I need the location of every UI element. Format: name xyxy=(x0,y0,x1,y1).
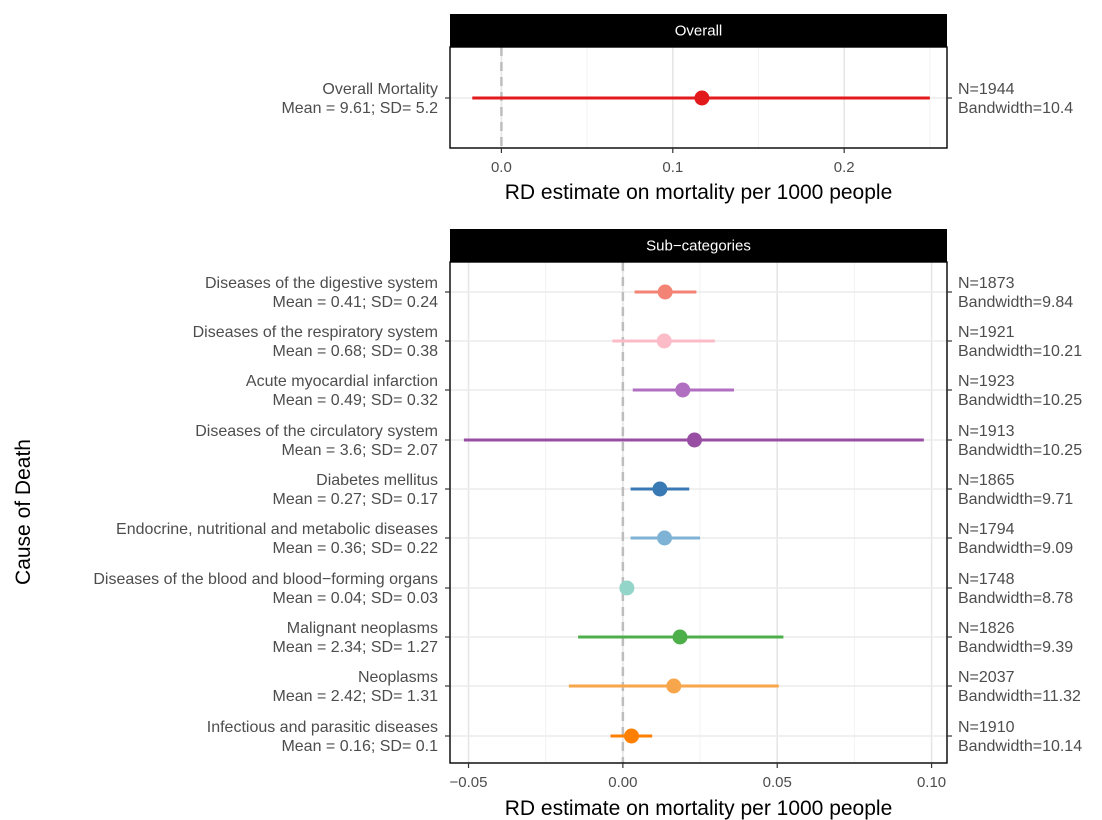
estimate-point xyxy=(675,382,691,398)
estimate-point xyxy=(624,728,640,744)
y-axis-title: Cause of Death xyxy=(12,439,35,585)
row-mean-sd: Mean = 3.6; SD= 2.07 xyxy=(281,442,438,459)
row-n: N=1865 xyxy=(958,472,1015,489)
estimate-point xyxy=(694,90,710,106)
row-mean-sd: Mean = 9.61; SD= 5.2 xyxy=(281,100,438,117)
x-tick-label: 0.10 xyxy=(917,774,946,791)
overall-panel: Overall Overall Mortality Mean = 9.61; SD… xyxy=(281,14,1073,204)
row-mean-sd: Mean = 0.41; SD= 0.24 xyxy=(273,294,439,311)
row-mean-sd: Mean = 0.49; SD= 0.32 xyxy=(273,392,439,409)
subcategories-row-stats: N=1873 Bandwidth=9.84 N=1921 Bandwidth=10.2… xyxy=(947,275,1082,755)
row-mean-sd: Mean = 0.27; SD= 0.17 xyxy=(273,491,439,508)
row-n: N=1910 xyxy=(958,719,1015,736)
row-n: N=1913 xyxy=(958,423,1015,440)
estimate-point xyxy=(666,678,682,694)
row-label: Endocrine, nutritional and metabolic dis… xyxy=(116,521,438,538)
subcategories-x-axis-title: RD estimate on mortality per 1000 people xyxy=(505,797,893,820)
subcategories-strip xyxy=(450,229,947,262)
row-n: N=1923 xyxy=(958,373,1015,390)
row-label: Malignant neoplasms xyxy=(287,620,438,637)
row-label: Diseases of the circulatory system xyxy=(195,423,438,440)
row-label: Overall Mortality xyxy=(322,81,438,98)
x-tick-label: 0.2 xyxy=(834,159,855,176)
estimate-point xyxy=(672,629,688,645)
x-tick-label: −0.05 xyxy=(450,774,488,791)
row-bandwidth: Bandwidth=9.84 xyxy=(958,294,1073,311)
row-label: Diseases of the blood and blood−forming … xyxy=(93,571,438,588)
subcategories-x-ticks: −0.05 0.00 0.05 0.10 xyxy=(450,763,946,791)
subcategories-row-labels: Diseases of the digestive system Mean = 0… xyxy=(93,275,450,755)
overall-row-labels: Overall Mortality Mean = 9.61; SD= 5.2 xyxy=(281,81,450,117)
overall-points xyxy=(694,90,710,106)
row-bandwidth: Bandwidth=10.25 xyxy=(958,442,1082,459)
row-n: N=1873 xyxy=(958,275,1015,292)
subcategories-plot-area xyxy=(450,262,947,763)
row-mean-sd: Mean = 0.68; SD= 0.38 xyxy=(273,343,439,360)
x-tick-label: 0.1 xyxy=(662,159,683,176)
row-label: Diseases of the respiratory system xyxy=(193,324,438,341)
estimate-point xyxy=(686,432,702,448)
overall-strip-label: Overall xyxy=(675,23,723,40)
overall-x-axis-title: RD estimate on mortality per 1000 people xyxy=(505,181,893,204)
estimate-point xyxy=(619,580,635,596)
row-label: Diseases of the digestive system xyxy=(205,275,438,292)
row-label: Neoplasms xyxy=(358,669,438,686)
row-bandwidth: Bandwidth=10.21 xyxy=(958,343,1082,360)
row-mean-sd: Mean = 2.42; SD= 1.31 xyxy=(273,688,439,705)
row-n: N=1794 xyxy=(958,521,1015,538)
x-tick-label: 0.0 xyxy=(491,159,512,176)
row-label: Acute myocardial infarction xyxy=(246,373,438,390)
row-n: N=1826 xyxy=(958,620,1015,637)
row-bandwidth: Bandwidth=9.39 xyxy=(958,639,1073,656)
subcategories-plot-border xyxy=(449,261,948,764)
row-bandwidth: Bandwidth=10.4 xyxy=(958,100,1073,117)
row-bandwidth: Bandwidth=10.25 xyxy=(958,392,1082,409)
row-bandwidth: Bandwidth=11.32 xyxy=(958,688,1081,705)
row-n: N=2037 xyxy=(958,669,1015,686)
estimate-point xyxy=(657,530,673,546)
subcategories-panel: Sub−categories Diseases of the digestive… xyxy=(12,229,1082,820)
estimate-point xyxy=(657,284,673,300)
subcategories-strip-label: Sub−categories xyxy=(646,238,751,255)
overall-row-stats: N=1944 Bandwidth=10.4 xyxy=(947,81,1073,117)
row-mean-sd: Mean = 0.04; SD= 0.03 xyxy=(273,590,439,607)
subcategories-points xyxy=(619,284,702,744)
overall-strip xyxy=(450,14,947,47)
row-bandwidth: Bandwidth=10.14 xyxy=(958,738,1082,755)
row-n: N=1748 xyxy=(958,571,1015,588)
row-mean-sd: Mean = 0.36; SD= 0.22 xyxy=(273,540,439,557)
row-n: N=1921 xyxy=(958,324,1015,341)
row-bandwidth: Bandwidth=8.78 xyxy=(958,590,1073,607)
row-label: Infectious and parasitic diseases xyxy=(207,719,438,736)
estimate-point xyxy=(656,333,672,349)
x-tick-label: 0.00 xyxy=(608,774,637,791)
row-label: Diabetes mellitus xyxy=(316,472,438,489)
row-mean-sd: Mean = 0.16; SD= 0.1 xyxy=(281,738,438,755)
overall-x-ticks: 0.0 0.1 0.2 xyxy=(491,148,855,176)
estimate-point xyxy=(652,481,668,497)
row-n: N=1944 xyxy=(958,81,1015,98)
x-tick-label: 0.05 xyxy=(763,774,792,791)
row-bandwidth: Bandwidth=9.71 xyxy=(958,491,1073,508)
row-bandwidth: Bandwidth=9.09 xyxy=(958,540,1073,557)
row-mean-sd: Mean = 2.34; SD= 1.27 xyxy=(273,639,439,656)
